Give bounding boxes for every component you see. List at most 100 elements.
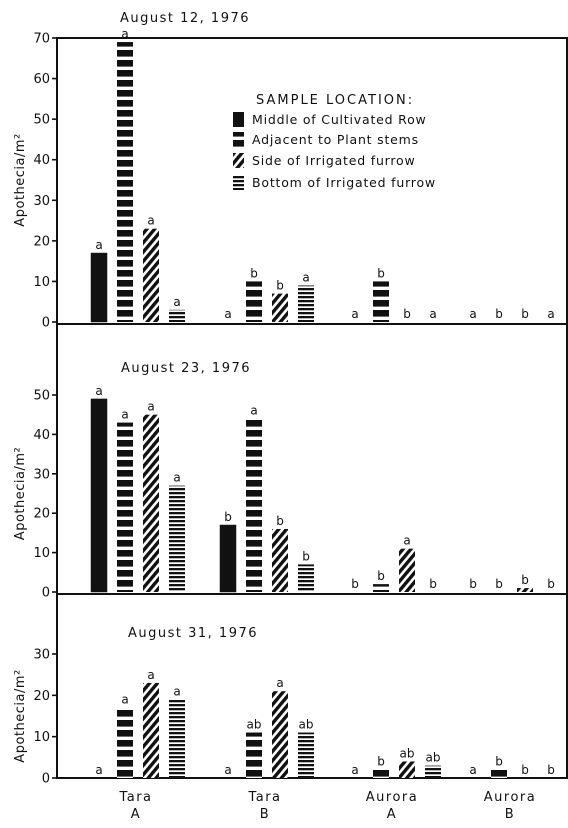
y-tick-label: 60 [33, 72, 50, 87]
y-tick-label: 10 [33, 730, 50, 745]
bar-dashed-vertical [246, 732, 262, 778]
bar-dashed-vertical [373, 281, 389, 322]
category-sublabel: B [260, 807, 270, 822]
category-label: Aurora [366, 790, 418, 805]
y-tick-label: 70 [33, 32, 50, 47]
bar-diagonal [517, 588, 533, 592]
legend-swatch-dashed-vertical [233, 132, 244, 147]
category-label: Tara [247, 790, 281, 805]
y-tick-label: 30 [33, 467, 50, 482]
y-tick-label: 30 [33, 648, 50, 663]
significance-label: b [224, 510, 232, 524]
y-tick-label: 10 [33, 275, 50, 290]
significance-label: b [429, 577, 437, 591]
significance-label: b [276, 279, 284, 293]
significance-label: a [469, 763, 476, 777]
significance-label: b [547, 763, 555, 777]
significance-label: b [351, 577, 359, 591]
significance-label: a [173, 295, 180, 309]
bar-horizontal-stripes [169, 699, 185, 778]
bar-diagonal [143, 682, 159, 778]
bar-dashed-vertical [117, 422, 133, 592]
significance-label: a [351, 307, 358, 321]
bar-horizontal-stripes [169, 309, 185, 322]
bar-diagonal [272, 293, 288, 322]
significance-label: a [403, 534, 410, 548]
significance-label: a [173, 471, 180, 485]
y-tick-label: 30 [33, 194, 50, 209]
significance-label: b [377, 266, 385, 280]
bar-dashed-vertical [491, 769, 507, 778]
y-axis-label: Apothecia/m² [13, 669, 28, 762]
significance-label: a [147, 214, 154, 228]
significance-label: a [469, 307, 476, 321]
bar-solid [219, 524, 237, 593]
category-label: Tara [118, 790, 152, 805]
significance-label: b [403, 307, 411, 321]
significance-label: b [469, 577, 477, 591]
y-tick-label: 20 [33, 507, 50, 522]
significance-label: a [351, 763, 358, 777]
bar-dashed-vertical [246, 418, 262, 592]
significance-label: b [547, 577, 555, 591]
legend-swatch-solid [233, 112, 244, 127]
bar-dashed-vertical [246, 281, 262, 322]
y-tick-label: 50 [33, 389, 50, 404]
bar-solid [90, 252, 108, 323]
significance-label: a [121, 408, 128, 422]
significance-label: a [276, 676, 283, 690]
legend-item: Side of Irrigated furrow [252, 153, 416, 168]
significance-label: a [121, 27, 128, 41]
legend-title: SAMPLE LOCATION: [256, 93, 414, 108]
significance-label: b [377, 755, 385, 769]
category-sublabel: A [387, 807, 397, 822]
significance-label: b [495, 307, 503, 321]
significance-label: a [224, 763, 231, 777]
significance-label: b [250, 266, 258, 280]
y-tick-label: 0 [42, 586, 50, 601]
y-axis-label: Apothecia/m² [13, 447, 28, 540]
legend-swatch-diagonal [233, 153, 244, 168]
bar-dashed-vertical [117, 42, 133, 323]
bar-diagonal [143, 228, 159, 322]
bar-diagonal [272, 528, 288, 592]
significance-label: b [495, 755, 503, 769]
bar-diagonal [399, 761, 415, 778]
legend-item: Adjacent to Plant stems [252, 132, 419, 147]
category-sublabel: B [505, 807, 515, 822]
significance-label: a [173, 684, 180, 698]
bar-horizontal-stripes [298, 564, 314, 592]
category-label: Aurora [484, 790, 536, 805]
y-tick-label: 40 [33, 428, 50, 443]
bar-diagonal [272, 691, 288, 778]
y-axis-label: Apothecia/m² [13, 133, 28, 226]
significance-label: ab [426, 751, 441, 765]
y-tick-label: 0 [42, 772, 50, 787]
significance-label: ab [247, 718, 262, 732]
significance-label: b [495, 577, 503, 591]
legend-swatch-horizontal-stripes [233, 175, 244, 190]
significance-label: b [377, 569, 385, 583]
significance-label: a [95, 238, 102, 252]
significance-label: b [521, 307, 529, 321]
panel-title: August 31, 1976 [128, 626, 258, 641]
significance-label: a [250, 404, 257, 418]
significance-label: a [547, 307, 554, 321]
panel-title: August 23, 1976 [121, 361, 251, 376]
panel-title: August 12, 1976 [120, 11, 250, 26]
category-sublabel: A [131, 807, 141, 822]
significance-label: a [224, 307, 231, 321]
significance-label: a [147, 668, 154, 682]
significance-label: a [147, 400, 154, 414]
legend-item: Bottom of Irrigated furrow [252, 175, 436, 190]
y-tick-label: 40 [33, 153, 50, 168]
bar-horizontal-stripes [298, 285, 314, 322]
bar-dashed-vertical [373, 584, 389, 592]
significance-label: b [521, 763, 529, 777]
significance-label: a [429, 307, 436, 321]
y-tick-label: 10 [33, 546, 50, 561]
bar-horizontal-stripes [425, 765, 441, 778]
bar-dashed-vertical [373, 769, 389, 778]
y-tick-label: 0 [42, 316, 50, 331]
